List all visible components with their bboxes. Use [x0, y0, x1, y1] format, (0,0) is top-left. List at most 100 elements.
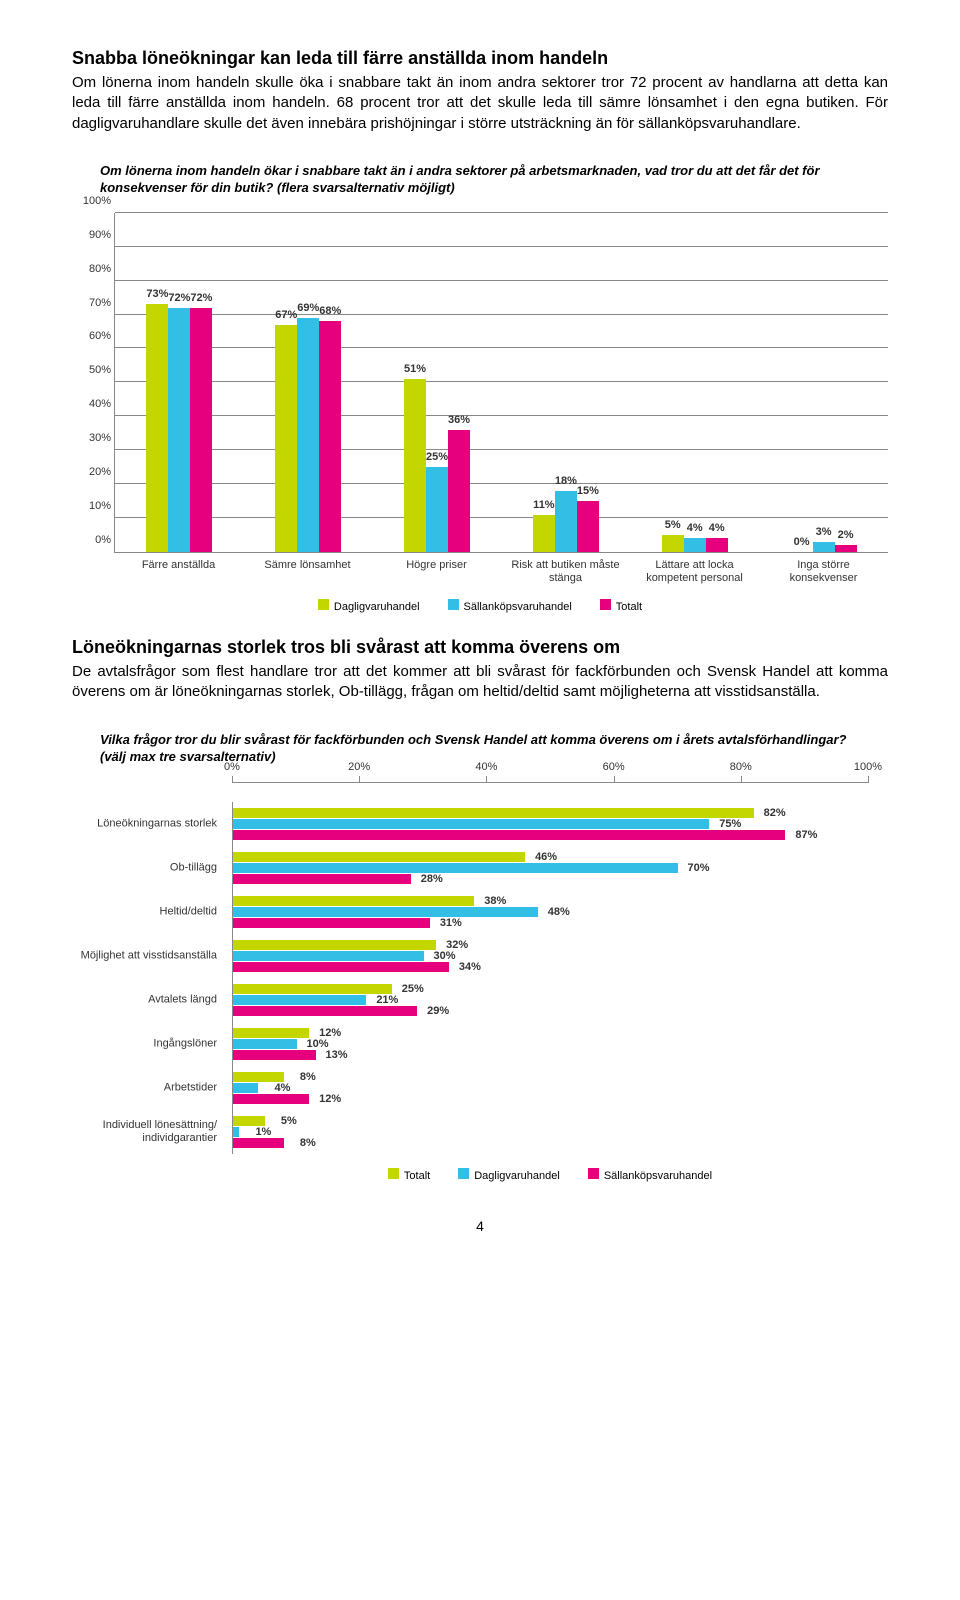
- hbar-value-label: 38%: [484, 895, 506, 907]
- hbar-value-label: 25%: [402, 983, 424, 995]
- hbar: 10%: [233, 1039, 297, 1049]
- legend-item: Sällanköpsvaruhandel: [588, 1168, 712, 1182]
- legend-item: Sällanköpsvaruhandel: [448, 599, 572, 613]
- row-label: Ob-tillägg: [65, 861, 225, 874]
- x-tick: [486, 776, 487, 783]
- hbar: 13%: [233, 1050, 316, 1060]
- bar-value-label: 67%: [275, 309, 297, 321]
- bar-value-label: 2%: [838, 529, 854, 541]
- y-axis-label: 30%: [73, 432, 111, 444]
- hbar: 32%: [233, 940, 436, 950]
- y-axis-label: 70%: [73, 297, 111, 309]
- hbar-value-label: 48%: [548, 906, 570, 918]
- chart2: 0%20%40%60%80%100% Löneökningarnas storl…: [232, 782, 868, 1182]
- bar: 18%: [555, 491, 577, 552]
- bar: 36%: [448, 430, 470, 552]
- y-axis-label: 20%: [73, 466, 111, 478]
- section2-heading: Löneökningarnas storlek tros bli svårast…: [72, 637, 888, 658]
- legend-swatch: [458, 1168, 469, 1179]
- hbar: 28%: [233, 874, 411, 884]
- bar-group: 11%18%15%: [501, 213, 630, 552]
- chart1: 0%10%20%30%40%50%60%70%80%90%100%73%72%7…: [72, 213, 888, 613]
- hbar: 38%: [233, 896, 474, 906]
- y-axis-label: 0%: [73, 534, 111, 546]
- hbar: 4%: [233, 1083, 258, 1093]
- bar: 11%: [533, 515, 555, 552]
- bar-value-label: 18%: [555, 475, 577, 487]
- bar-value-label: 0%: [794, 536, 810, 548]
- bar-value-label: 72%: [168, 292, 190, 304]
- bar-value-label: 5%: [665, 519, 681, 531]
- bar: 4%: [684, 538, 706, 552]
- y-axis-label: 100%: [73, 195, 111, 207]
- x-axis-label: Risk att butiken måste stänga: [501, 553, 630, 585]
- hbar-value-label: 82%: [764, 807, 786, 819]
- row-label: Avtalets längd: [65, 993, 225, 1006]
- legend-swatch: [388, 1168, 399, 1179]
- x-axis-label: 20%: [348, 761, 370, 773]
- hbar-row: Avtalets längd25%21%29%: [233, 978, 868, 1022]
- section2-body: De avtalsfrågor som flest handlare tror …: [72, 662, 888, 703]
- x-axis-label: 60%: [603, 761, 625, 773]
- chart1-title: Om lönerna inom handeln ökar i snabbare …: [100, 162, 868, 197]
- legend-item: Dagligvaruhandel: [458, 1168, 560, 1182]
- bar: 69%: [297, 318, 319, 552]
- hbar-value-label: 28%: [421, 873, 443, 885]
- bar-value-label: 69%: [297, 302, 319, 314]
- legend-item: Dagligvaruhandel: [318, 599, 420, 613]
- x-axis-label: 0%: [224, 761, 240, 773]
- bar: 5%: [662, 535, 684, 552]
- hbar-value-label: 13%: [326, 1049, 348, 1061]
- hbar: 1%: [233, 1127, 239, 1137]
- x-tick: [232, 776, 233, 783]
- section1-body: Om lönerna inom handeln skulle öka i sna…: [72, 73, 888, 134]
- hbar-row: Individuell lönesättning/ individgaranti…: [233, 1110, 868, 1154]
- hbar-value-label: 8%: [300, 1071, 316, 1083]
- bar-value-label: 11%: [533, 499, 554, 511]
- x-axis-label: Sämre lönsamhet: [243, 553, 372, 585]
- row-label: Individuell lönesättning/ individgaranti…: [65, 1119, 225, 1145]
- x-axis-label: Inga större konsekvenser: [759, 553, 888, 585]
- bar: 68%: [319, 321, 341, 552]
- hbar-value-label: 29%: [427, 1005, 449, 1017]
- hbar: 21%: [233, 995, 366, 1005]
- bar: 73%: [146, 304, 168, 551]
- bar-group: 5%4%4%: [630, 213, 759, 552]
- x-tick: [741, 776, 742, 783]
- hbar: 34%: [233, 962, 449, 972]
- row-label: Löneökningarnas storlek: [65, 817, 225, 830]
- hbar: 48%: [233, 907, 538, 917]
- bar-value-label: 4%: [709, 522, 725, 534]
- bar-value-label: 15%: [577, 485, 599, 497]
- x-axis-label: Lättare att locka kompetent personal: [630, 553, 759, 585]
- hbar-value-label: 87%: [795, 829, 817, 841]
- hbar: 31%: [233, 918, 430, 928]
- hbar-value-label: 70%: [687, 862, 709, 874]
- section1-heading: Snabba löneökningar kan leda till färre …: [72, 48, 888, 69]
- hbar: 70%: [233, 863, 678, 873]
- hbar: 25%: [233, 984, 392, 994]
- bar-group: 67%69%68%: [244, 213, 373, 552]
- hbar-value-label: 8%: [300, 1137, 316, 1149]
- x-axis-label: Färre anställda: [114, 553, 243, 585]
- hbar-value-label: 4%: [274, 1082, 290, 1094]
- x-tick: [614, 776, 615, 783]
- bar: 51%: [404, 379, 426, 552]
- x-axis-label: 80%: [730, 761, 752, 773]
- hbar-value-label: 1%: [255, 1126, 271, 1138]
- hbar-value-label: 30%: [433, 950, 455, 962]
- bar-group: 0%3%2%: [759, 213, 888, 552]
- hbar: 82%: [233, 808, 754, 818]
- hbar-value-label: 46%: [535, 851, 557, 863]
- row-label: Heltid/deltid: [65, 905, 225, 918]
- bar: 2%: [835, 545, 857, 552]
- hbar: 87%: [233, 830, 785, 840]
- bar: 67%: [275, 325, 297, 552]
- legend-swatch: [600, 599, 611, 610]
- row-label: Arbetstider: [65, 1081, 225, 1094]
- hbar-row: Heltid/deltid38%48%31%: [233, 890, 868, 934]
- x-axis-label: Högre priser: [372, 553, 501, 585]
- hbar-value-label: 21%: [376, 994, 398, 1006]
- bar-value-label: 4%: [687, 522, 703, 534]
- hbar-value-label: 34%: [459, 961, 481, 973]
